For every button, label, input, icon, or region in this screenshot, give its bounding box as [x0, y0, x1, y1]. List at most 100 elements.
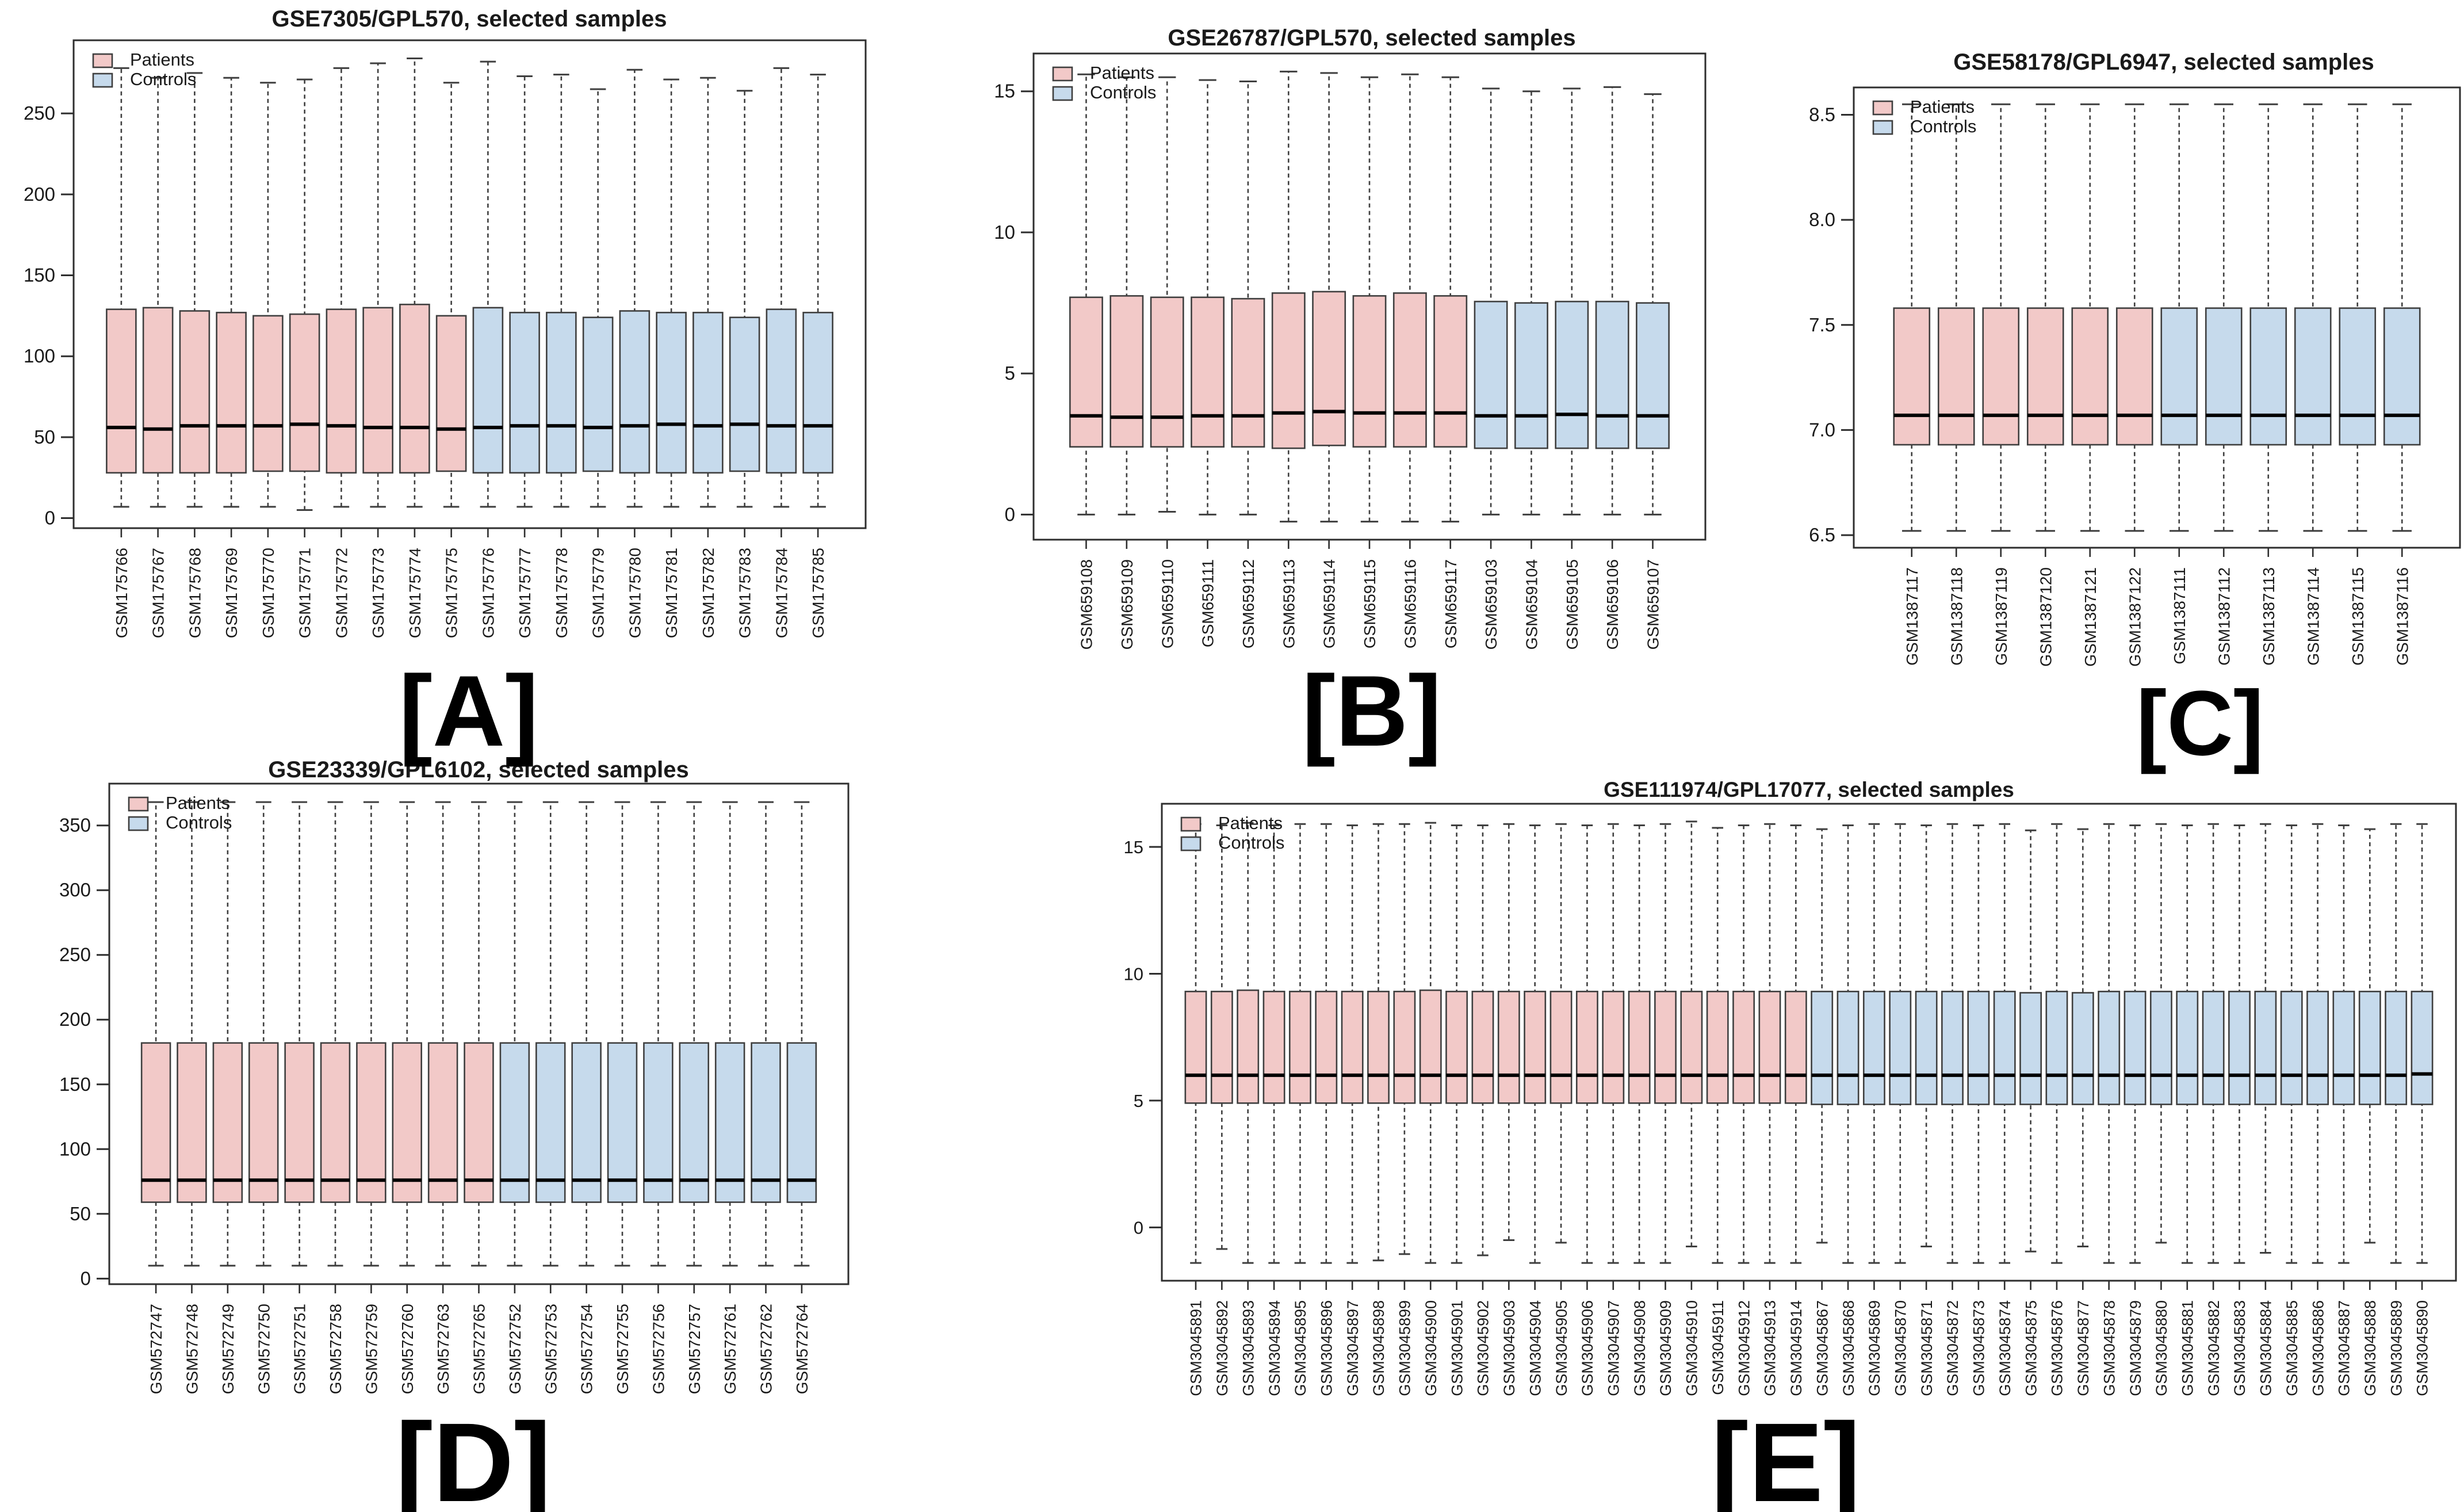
x-sample-label: GSM175778 [553, 548, 571, 638]
iqr-box [802, 311, 833, 474]
x-sample-label: GSM175774 [406, 548, 424, 638]
legend-swatch [1872, 120, 1893, 135]
iqr-box [1433, 295, 1468, 448]
iqr-box [1288, 991, 1311, 1104]
y-tick-label: 150 [24, 265, 55, 286]
iqr-box [766, 308, 797, 474]
y-tick-label: 150 [59, 1074, 91, 1095]
boxplot-sample: GSM3045907 [1602, 823, 1625, 1396]
boxplot-sample: GSM659104 [1514, 90, 1548, 650]
iqr-box [1237, 989, 1260, 1104]
iqr-box [1497, 991, 1520, 1104]
iqr-box [326, 308, 357, 474]
y-tick-label: 0 [45, 507, 55, 529]
iqr-box [1937, 307, 1975, 446]
x-sample-label: GSM3045908 [1631, 1300, 1648, 1396]
plot-frame [1853, 86, 2461, 549]
x-sample-label: GSM3045880 [2153, 1300, 2170, 1396]
boxplot-sample: GSM659111 [1191, 79, 1225, 647]
iqr-box [571, 1042, 602, 1203]
boxplot-sample: GSM3045898 [1367, 823, 1390, 1396]
y-tick-label: 50 [34, 426, 55, 448]
chart-title-d: GSE23339/GPL6102, selected samples [268, 757, 689, 782]
boxplot-sample: GSM3045913 [1758, 823, 1781, 1396]
boxplot-sample: GSM3045899 [1393, 823, 1416, 1396]
boxplot-sample: GSM3045880 [2149, 823, 2172, 1396]
boxplot-sample: GSM659106 [1595, 86, 1629, 650]
y-tick-label: 8.5 [1809, 104, 1835, 125]
y-tick-label: 8.0 [1809, 209, 1835, 230]
x-sample-label: GSM175769 [223, 548, 240, 638]
iqr-box [1393, 991, 1416, 1104]
x-sample-label: GSM3045876 [2049, 1300, 2066, 1396]
legend-label: Controls [130, 69, 196, 89]
x-sample-label: GSM3045875 [2022, 1300, 2040, 1396]
iqr-box [2071, 992, 2094, 1105]
iqr-box [435, 315, 467, 472]
legend-label: Controls [1218, 833, 1284, 853]
chart-title-c: GSE58178/GPL6947, selected samples [1953, 49, 2374, 75]
x-sample-label: GSM3045901 [1448, 1300, 1466, 1396]
iqr-box [2358, 991, 2381, 1105]
legend-label: Controls [166, 812, 232, 833]
y-tick-label: 10 [1124, 964, 1143, 984]
iqr-box [1069, 296, 1103, 448]
boxplot-sample: GSM572758 [320, 801, 351, 1394]
boxplot-sample: GSM175779 [582, 88, 614, 638]
boxplot-sample: GSM3045895 [1288, 823, 1311, 1396]
x-sample-label: GSM3045906 [1579, 1300, 1596, 1396]
x-sample-label: GSM3045910 [1684, 1300, 1701, 1396]
panel-letter-d: [D] [395, 1400, 552, 1512]
panel-letter-b: [B] [1302, 655, 1442, 768]
boxplot-sample: GSM572762 [751, 801, 781, 1394]
iqr-box [2294, 307, 2332, 446]
iqr-box [2176, 991, 2199, 1105]
iqr-box [1941, 991, 1964, 1105]
legend-swatch [1180, 836, 1202, 852]
iqr-box [106, 308, 137, 474]
boxplot-sample: GSM659110 [1150, 76, 1184, 648]
boxplot-sample: GSM175769 [216, 77, 247, 638]
iqr-box [140, 1042, 171, 1203]
iqr-box [786, 1042, 817, 1203]
x-sample-label: GSM3045867 [1813, 1300, 1831, 1396]
iqr-box [362, 307, 393, 474]
boxplot-sample: GSM3045876 [2045, 823, 2068, 1396]
iqr-box [1982, 307, 2020, 446]
iqr-box [177, 1042, 207, 1203]
iqr-box [751, 1042, 781, 1203]
boxplot-sample: GSM659107 [1636, 93, 1670, 650]
x-sample-label: GSM659105 [1563, 559, 1581, 650]
iqr-box [1993, 991, 2016, 1105]
y-tick-label: 0 [81, 1267, 91, 1289]
x-sample-label: GSM659113 [1280, 559, 1298, 648]
x-sample-label: GSM1387119 [1992, 567, 2010, 666]
iqr-box [1352, 295, 1387, 448]
x-sample-label: GSM572763 [434, 1304, 452, 1394]
boxplot-sample: GSM3045901 [1445, 824, 1468, 1396]
iqr-box [1784, 991, 1807, 1104]
boxplot-sample: GSM1387121 [2071, 103, 2109, 667]
iqr-box [427, 1042, 458, 1203]
y-tick-label: 15 [994, 81, 1015, 102]
iqr-box [2071, 307, 2109, 446]
boxplot-sample: GSM3045881 [2176, 824, 2199, 1396]
boxplot-sample: GSM3045912 [1732, 824, 1755, 1396]
boxplot-sample: GSM659108 [1069, 73, 1103, 650]
boxplot-sample: GSM572747 [140, 801, 171, 1394]
boxplot-sample: GSM659114 [1312, 72, 1346, 648]
boxplot-sample: GSM175781 [656, 78, 687, 638]
y-tick-label: 300 [59, 879, 91, 900]
chart-panel: 0 50 100 150 200 250 300 350 GSM572747 GSM572748 G… [59, 782, 850, 1394]
x-sample-label: GSM3045872 [1944, 1300, 1961, 1396]
legend-label: Controls [1910, 116, 1976, 136]
iqr-box [284, 1042, 315, 1203]
legend-swatch [1872, 100, 1893, 116]
x-sample-label: GSM572747 [147, 1304, 165, 1394]
boxplot-sample: GSM572760 [392, 801, 422, 1394]
boxplot-sample: GSM659117 [1433, 76, 1468, 648]
iqr-box [2339, 307, 2377, 446]
iqr-box [535, 1042, 566, 1203]
legend-swatch [92, 53, 113, 68]
